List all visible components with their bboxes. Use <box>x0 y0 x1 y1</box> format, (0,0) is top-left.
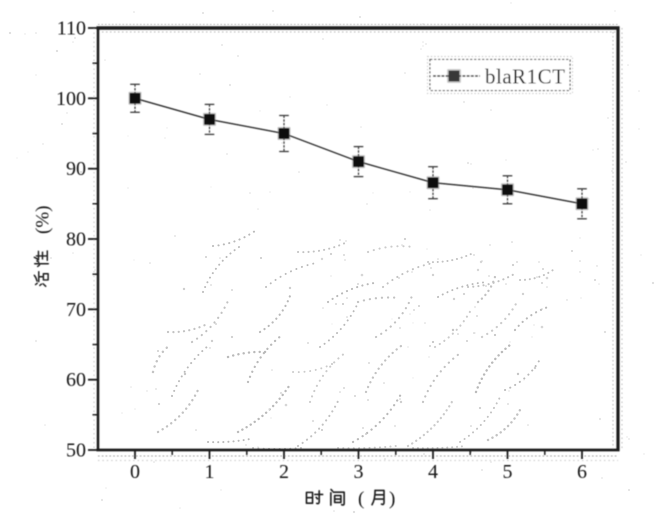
svg-text:(: ( <box>358 489 364 510</box>
svg-text:60: 60 <box>66 369 86 391</box>
svg-text:6: 6 <box>577 461 587 483</box>
svg-text:blaR1CT: blaR1CT <box>485 65 566 89</box>
svg-text:50: 50 <box>66 440 86 462</box>
svg-text:80: 80 <box>66 229 86 251</box>
svg-text:4: 4 <box>428 461 438 483</box>
svg-text:90: 90 <box>66 158 86 180</box>
svg-text:110: 110 <box>57 18 86 40</box>
svg-text:100: 100 <box>56 88 86 110</box>
svg-text:70: 70 <box>66 299 86 321</box>
svg-text:): ) <box>389 489 395 510</box>
svg-text:1: 1 <box>205 461 215 483</box>
svg-text:5: 5 <box>503 461 513 483</box>
svg-text:(%): (%) <box>33 206 54 234</box>
svg-text:3: 3 <box>354 461 364 483</box>
svg-text:0: 0 <box>130 461 140 483</box>
svg-text:2: 2 <box>279 461 289 483</box>
